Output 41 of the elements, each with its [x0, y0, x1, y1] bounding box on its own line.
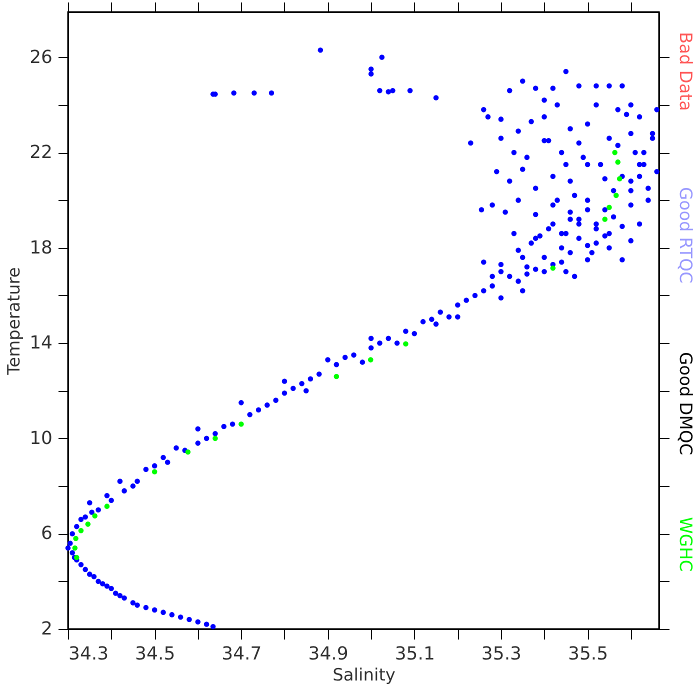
- point: [74, 554, 80, 560]
- y-tick-label: 14: [30, 332, 52, 354]
- y-tick-label: 26: [30, 46, 52, 68]
- y-tick-label: 6: [41, 523, 52, 544]
- point: [368, 357, 374, 362]
- point: [602, 216, 608, 222]
- x-tick-label: 35.3: [481, 644, 522, 664]
- point: [334, 374, 340, 380]
- point: [606, 204, 612, 210]
- legend-label: Bad Data: [675, 32, 695, 111]
- point: [104, 504, 110, 509]
- x-tick-label: 35.5: [568, 644, 608, 664]
- point: [92, 513, 98, 518]
- point: [403, 341, 408, 346]
- point: [616, 176, 622, 182]
- point: [550, 265, 556, 271]
- y-tick-label: 2: [41, 618, 52, 640]
- y-tick-label: 18: [30, 237, 52, 258]
- point: [185, 449, 191, 455]
- point: [73, 536, 78, 542]
- x-tick-label: 35.1: [394, 644, 435, 664]
- point: [238, 421, 244, 427]
- x-axis-title: Salinity: [332, 666, 396, 686]
- point: [212, 436, 218, 442]
- text: WGHC: [675, 517, 695, 572]
- x-tick-label: 34.5: [135, 644, 176, 664]
- point: [85, 522, 91, 527]
- point: [613, 192, 619, 198]
- x-tick-label: 34.3: [68, 644, 109, 664]
- point: [78, 528, 84, 534]
- y-tick-label: 10: [30, 428, 52, 449]
- y-axis-title: Temperature: [4, 267, 25, 376]
- point: [612, 150, 618, 156]
- point: [152, 469, 158, 474]
- legend-label: Good DMQC: [675, 352, 695, 456]
- x-tick-label: 34.7: [222, 644, 262, 664]
- point: [72, 545, 78, 551]
- y-tick-label: 22: [30, 142, 52, 164]
- point: [615, 159, 621, 165]
- legend-label: Good RTQC: [675, 187, 695, 284]
- x-tick-label: 34.9: [308, 644, 348, 664]
